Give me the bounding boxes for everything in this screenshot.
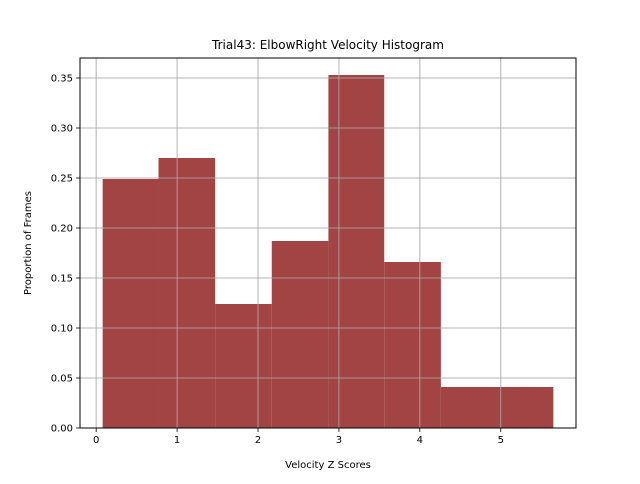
histogram-bar <box>384 262 441 428</box>
histogram-bar <box>102 179 159 428</box>
histogram-bar <box>215 304 272 428</box>
histogram-bar <box>497 387 554 428</box>
histogram-bar <box>271 241 329 428</box>
y-tick-label: 0.30 <box>51 124 73 135</box>
histogram-bar <box>158 158 216 428</box>
x-tick-label: 0 <box>93 435 99 446</box>
y-tick-label: 0.00 <box>51 424 73 435</box>
histogram-bar <box>328 75 385 428</box>
y-tick-label: 0.15 <box>51 274 73 285</box>
y-tick-label: 0.35 <box>51 74 73 85</box>
x-tick-label: 5 <box>498 435 504 446</box>
x-tick-label: 1 <box>174 435 180 446</box>
axes-frame <box>79 57 577 429</box>
bar-layer <box>102 75 554 428</box>
histogram-bar <box>440 387 498 428</box>
y-tick-label: 0.10 <box>51 324 73 335</box>
y-tick-label: 0.20 <box>51 224 73 235</box>
chart-title: Trial43: ElbowRight Velocity Histogram <box>211 38 444 52</box>
x-ticks: 0 1 2 3 4 5 <box>93 428 504 446</box>
x-tick-label: 2 <box>255 435 261 446</box>
x-tick-label: 4 <box>417 435 423 446</box>
y-tick-label: 0.25 <box>51 174 73 185</box>
y-tick-label: 0.05 <box>51 374 73 385</box>
y-ticks: 0.00 0.05 0.10 0.15 0.20 0.25 0.30 0.35 <box>51 74 80 435</box>
x-tick-label: 3 <box>336 435 342 446</box>
x-axis-label: Velocity Z Scores <box>285 460 371 471</box>
y-axis-label: Proportion of Frames <box>23 191 34 295</box>
